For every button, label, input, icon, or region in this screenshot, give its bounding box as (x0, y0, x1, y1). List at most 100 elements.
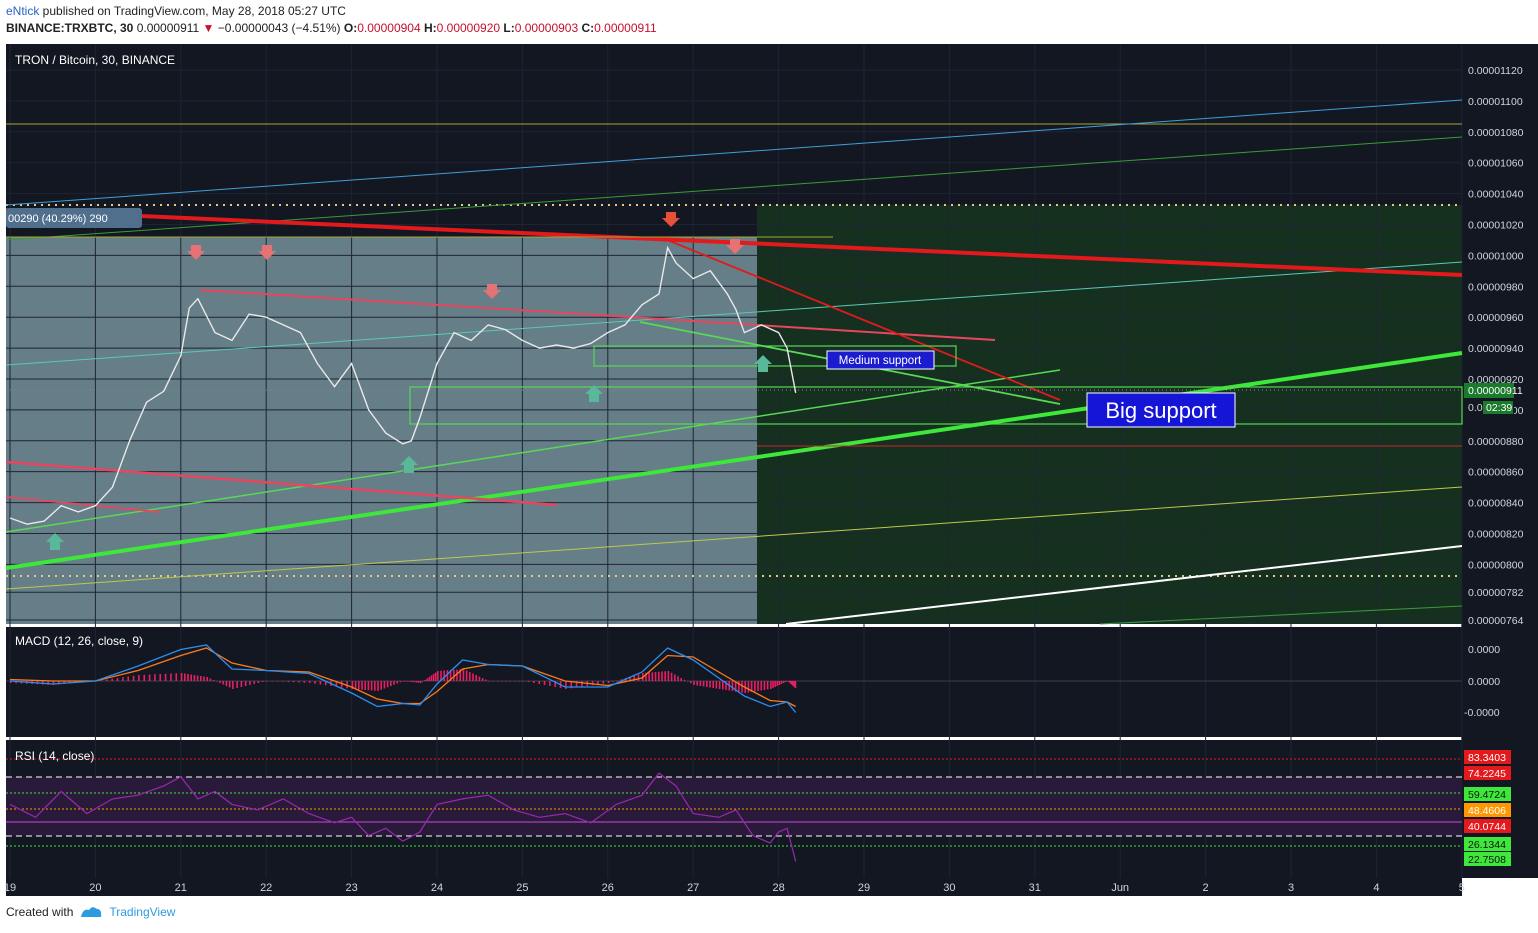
macd-histogram-bar (787, 681, 789, 682)
macd-histogram-bar (469, 672, 471, 681)
time-axis-tick: 3 (1288, 882, 1294, 894)
macd-histogram-bar (52, 681, 55, 685)
macd-histogram-bar (240, 681, 243, 687)
macd-histogram-bar (570, 681, 573, 689)
high-value: 0.00000920 (436, 21, 501, 35)
rsi-level-tag (1464, 837, 1511, 851)
rsi-level-value: 83.3403 (1468, 752, 1506, 764)
macd-axis-tick: 0.0000 (1468, 676, 1500, 688)
price-axis[interactable] (1462, 44, 1538, 878)
price-axis-tick: 0.00000800 (1468, 559, 1524, 571)
big-green-support-line (5, 351, 1463, 570)
macd-histogram-bar (785, 681, 787, 682)
signal-line (9, 647, 797, 708)
macd-histogram-bar (253, 681, 255, 684)
macd-histogram-bar (190, 674, 193, 681)
macd-histogram-bar (750, 681, 753, 692)
macd-histogram-bar (501, 681, 503, 682)
macd-histogram-bar (184, 673, 186, 681)
time-axis[interactable] (6, 878, 1462, 896)
time-axis-tick: 26 (602, 882, 614, 894)
rsi-level-value: 59.4724 (1468, 789, 1506, 801)
tradingview-brand[interactable]: TradingView (109, 905, 176, 919)
macd-histogram-bar (791, 681, 794, 685)
macd-histogram-bar (766, 681, 769, 690)
rsi-level-tag (1464, 766, 1511, 780)
macd-histogram-bar (154, 674, 156, 681)
macd-histogram-bar (396, 681, 399, 684)
macd-histogram-bar (219, 681, 221, 683)
macd-histogram-bar (432, 674, 435, 681)
macd-histogram-bar (361, 681, 363, 690)
rsi-level-tag (1464, 852, 1511, 866)
ohlc-line: BINANCE:TRXBTC, 30 0.00000911 ▼ −0.00000… (6, 20, 657, 37)
macd-histogram-bar (393, 681, 395, 685)
last-price: 0.00000911 (136, 21, 200, 35)
macd-histogram-bar (661, 671, 663, 681)
author-link[interactable]: eNtick (6, 4, 40, 18)
macd-histogram-bar (718, 681, 721, 689)
time-axis-tick: 20 (89, 882, 101, 894)
macd-pane[interactable] (6, 627, 1462, 737)
rsi-level-tag (1464, 819, 1511, 833)
symbol-label: BINANCE:TRXBTC, 30 (6, 21, 134, 35)
macd-histogram-bar (419, 681, 422, 683)
macd-histogram-bar (554, 681, 557, 687)
macd-histogram-bar (725, 681, 727, 690)
macd-histogram-bar (261, 681, 264, 682)
macd-histogram-bar (367, 681, 370, 691)
time-axis-labels: 19 20 21 22 23 24 25 26 27 28 29 30 31 Jun 2 3 4 5 (4, 882, 1465, 894)
teal-channel-line (5, 261, 1463, 366)
macd-histogram-bar (654, 672, 657, 681)
macd-histogram-bar (770, 681, 772, 689)
macd-histogram-bar (763, 681, 766, 690)
arrow-markers (46, 212, 772, 550)
macd-histogram-bar (244, 681, 247, 686)
macd-histogram-bar (449, 670, 452, 681)
macd-histogram-bar (612, 681, 614, 682)
macd-histogram-bar (715, 681, 718, 689)
macd-histogram-bar (591, 681, 594, 686)
macd-line (9, 644, 797, 713)
macd-histogram-bar (390, 681, 392, 686)
rsi-level-value: 48.4606 (1468, 805, 1506, 817)
price-axis-tick: 0.00001000 (1468, 250, 1524, 262)
rsi-title: RSI (14, close) (15, 749, 94, 763)
time-axis-tick: 5 (1459, 882, 1465, 894)
macd-histogram-bar (47, 681, 49, 685)
macd-histogram-bar (637, 674, 640, 681)
time-axis-tick: 27 (687, 882, 699, 894)
price-axis-tick: 0.00001100 (1468, 96, 1523, 108)
macd-histogram-bar (790, 681, 792, 684)
macd-histogram-bar (747, 681, 750, 693)
publish-line: eNtick published on TradingView.com, May… (6, 3, 657, 20)
macd-histogram-bar (116, 678, 119, 681)
white-trend-line (785, 545, 1463, 625)
macd-histogram-bar (417, 681, 420, 683)
macd-histogram-bar (271, 681, 274, 682)
close-label: C: (581, 21, 595, 35)
macd-histogram-bar (734, 681, 737, 692)
medium-support-label: Medium support (839, 355, 922, 367)
tradingview-logo-icon (81, 907, 102, 917)
macd-histogram-bar (680, 678, 682, 681)
red-lower-channel-line (5, 460, 558, 507)
measure-label: 00290 (40.29%) 290 (8, 213, 108, 225)
open-label: O: (343, 21, 358, 35)
macd-histogram-bar (702, 681, 705, 687)
rsi-level-value: 22.7508 (1468, 854, 1506, 866)
macd-histogram-bar (434, 672, 437, 681)
macd-histogram-bar (712, 681, 715, 688)
macd-histogram-bar (440, 670, 442, 681)
macd-histogram-bar (453, 669, 455, 681)
macd-histogram-bar (780, 681, 783, 684)
macd-histogram-bar (358, 681, 360, 690)
green-channel-bottom-line (1099, 605, 1463, 625)
macd-histogram-bar (492, 681, 495, 682)
macd-histogram-bar (228, 681, 231, 688)
macd-histogram-bar (456, 669, 458, 681)
price-axis-tick: 0.00001080 (1468, 127, 1524, 139)
time-axis-tick: 28 (772, 882, 784, 894)
macd-histogram-bar (651, 672, 654, 681)
